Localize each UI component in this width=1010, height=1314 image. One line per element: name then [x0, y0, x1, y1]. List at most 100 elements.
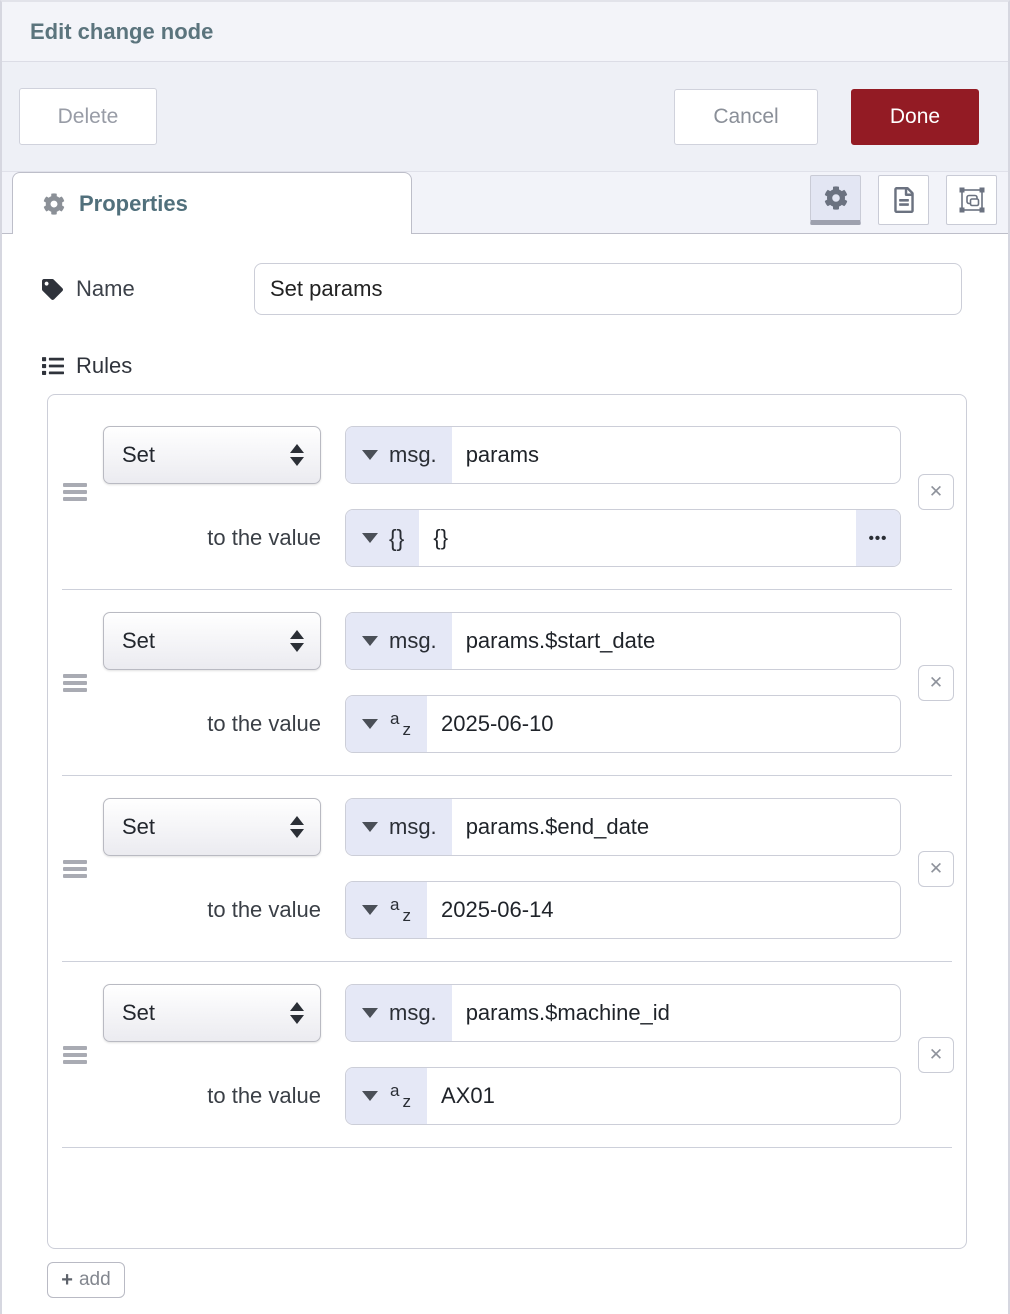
delete-button[interactable]: Delete	[19, 88, 157, 145]
rule-property-line: Set msg. params.$start_date	[103, 612, 966, 670]
editor-pane-buttons	[810, 175, 997, 225]
chevron-down-icon	[362, 636, 378, 646]
list-icon	[42, 355, 64, 377]
property-type-label: msg.	[389, 814, 437, 839]
rule-row: Set msg. params.$start_date to the value	[48, 590, 966, 775]
chevron-down-icon	[362, 719, 378, 729]
rule-property-input[interactable]: params.$end_date	[465, 814, 650, 839]
done-button[interactable]: Done	[851, 88, 979, 145]
property-type-label: msg.	[389, 442, 437, 467]
property-type-label: msg.	[389, 628, 437, 653]
delete-rule-button[interactable]: ✕	[918, 1036, 954, 1073]
delete-rule-button[interactable]: ✕	[918, 850, 954, 887]
rule-action-label: Set	[122, 1000, 156, 1025]
property-type-label: msg.	[389, 1000, 437, 1025]
name-row: Name	[42, 263, 962, 315]
property-type-button[interactable]: msg.	[346, 799, 452, 855]
add-rule-button[interactable]: + add	[47, 1262, 125, 1298]
rule-row: Set msg. params.$machine_id to the value	[48, 962, 966, 1147]
rule-divider	[62, 1147, 952, 1148]
rule-row: Set msg. params to the value	[48, 395, 966, 589]
rule-value-input[interactable]: 2025-06-10	[441, 711, 554, 736]
select-updown-icon	[290, 1002, 304, 1024]
to-the-value-label: to the value	[207, 711, 321, 736]
rule-action-label: Set	[122, 814, 156, 839]
drag-handle-icon[interactable]	[63, 857, 87, 881]
chevron-down-icon	[362, 1091, 378, 1101]
expand-editor-button[interactable]: •••	[856, 510, 900, 566]
chevron-down-icon	[362, 822, 378, 832]
rule-property-field: msg. params	[345, 426, 901, 484]
chevron-down-icon	[362, 533, 378, 543]
to-the-value-label: to the value	[207, 1083, 321, 1108]
rule-action-select[interactable]: Set	[103, 426, 321, 484]
properties-pane-button[interactable]	[810, 175, 861, 225]
tab-properties[interactable]: Properties	[12, 172, 412, 234]
rule-value-input[interactable]: AX01	[441, 1083, 495, 1108]
rule-action-label: Set	[122, 442, 156, 467]
drag-handle-icon[interactable]	[63, 480, 87, 504]
rule-property-line: Set msg. params.$end_date	[103, 798, 966, 856]
property-type-button[interactable]: msg.	[346, 985, 452, 1041]
chevron-down-icon	[362, 905, 378, 915]
rule-action-select[interactable]: Set	[103, 984, 321, 1042]
rule-property-field: msg. params.$end_date	[345, 798, 901, 856]
delete-rule-button[interactable]: ✕	[918, 474, 954, 510]
name-label: Name	[42, 276, 254, 302]
rules-list: Set msg. params to the value	[47, 394, 967, 1249]
appearance-pane-button[interactable]	[946, 175, 997, 225]
rule-property-line: Set msg. params	[103, 426, 966, 484]
property-type-button[interactable]: msg.	[346, 427, 452, 483]
add-rule-label: add	[78, 1269, 111, 1290]
gear-icon	[43, 192, 65, 215]
cancel-button[interactable]: Cancel	[674, 88, 818, 145]
document-icon	[893, 187, 914, 213]
tab-properties-label: Properties	[79, 190, 188, 216]
chevron-down-icon	[362, 450, 378, 460]
description-pane-button[interactable]	[878, 175, 929, 225]
rule-property-input[interactable]: params	[465, 442, 540, 467]
chevron-down-icon	[362, 1008, 378, 1018]
drag-handle-icon[interactable]	[63, 671, 87, 695]
tag-icon	[42, 278, 63, 300]
name-label-text: Name	[76, 276, 135, 301]
rule-row: Set msg. params.$end_date to the value	[48, 776, 966, 961]
rule-action-select[interactable]: Set	[103, 798, 321, 856]
rule-value-input[interactable]: {}	[433, 525, 449, 550]
rule-property-input[interactable]: params.$machine_id	[465, 1000, 670, 1025]
rule-divider	[62, 589, 952, 590]
rule-property-line: Set msg. params.$machine_id	[103, 984, 966, 1042]
rule-value-field: {} {} •••	[345, 509, 901, 567]
gear-icon	[824, 186, 848, 210]
select-updown-icon	[290, 630, 304, 652]
rule-property-field: msg. params.$start_date	[345, 612, 901, 670]
rule-divider	[62, 961, 952, 962]
editor-tab-strip: Properties	[2, 172, 1008, 234]
rule-action-select[interactable]: Set	[103, 612, 321, 670]
value-type-button[interactable]: {}	[346, 510, 420, 566]
dialog-header: Edit change node	[2, 2, 1008, 62]
plus-icon: +	[61, 1268, 73, 1291]
property-type-button[interactable]: msg.	[346, 613, 452, 669]
rule-property-input[interactable]: params.$start_date	[465, 628, 656, 653]
rule-divider	[62, 775, 952, 776]
delete-rule-button[interactable]: ✕	[918, 664, 954, 701]
dialog-action-bar: Delete Cancel Done	[2, 62, 1008, 172]
drag-handle-icon[interactable]	[63, 1043, 87, 1067]
rule-value-input[interactable]: 2025-06-14	[441, 897, 554, 922]
name-input[interactable]	[254, 263, 962, 315]
select-updown-icon	[290, 444, 304, 466]
rules-label-text: Rules	[76, 353, 133, 378]
dialog-title: Edit change node	[30, 18, 214, 44]
json-type-icon: {}	[389, 524, 405, 551]
